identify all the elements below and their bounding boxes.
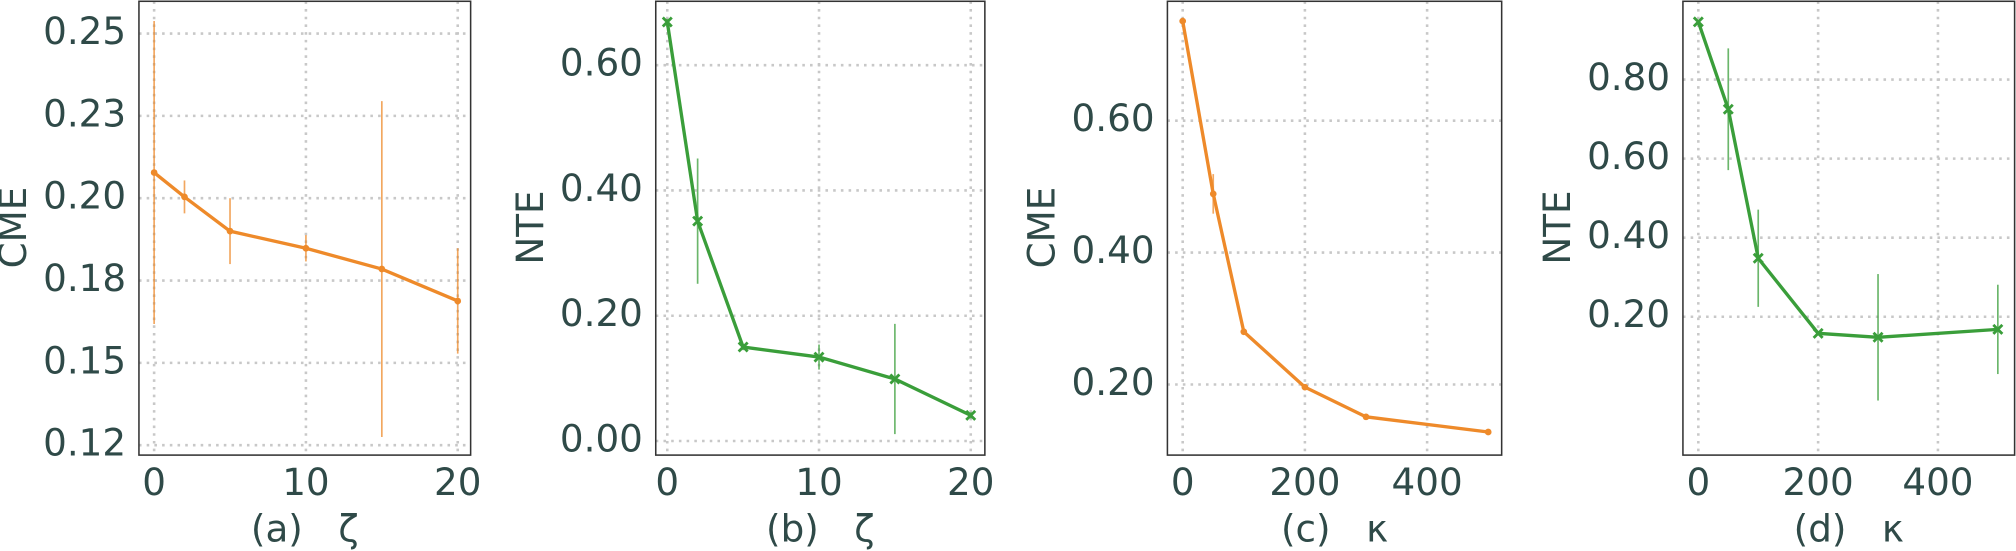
marker: [737, 341, 749, 353]
x-tick-label: 0: [655, 460, 679, 504]
marker: [1992, 323, 2004, 335]
data-line: [665, 21, 972, 417]
y-tick-label: 0.00: [560, 417, 643, 461]
y-tick-label: 0.12: [43, 421, 126, 465]
marker: [965, 409, 977, 421]
y-tick-label: 0.15: [43, 338, 126, 382]
y-tick-label: 0.80: [1587, 55, 1670, 99]
x-tick-label: 200: [1269, 460, 1340, 504]
x-tick-label: 0: [142, 460, 166, 504]
y-tick-label: 0.20: [1587, 292, 1670, 336]
y-tick-label: 0.60: [1587, 134, 1670, 178]
marker: [1722, 103, 1734, 115]
y-axis-label: NTE: [508, 190, 552, 264]
marker: [378, 265, 386, 273]
x-tick-label: 20: [434, 460, 481, 504]
marker: [1240, 328, 1248, 336]
marker: [1484, 428, 1492, 436]
y-axis-label: NTE: [1535, 190, 1579, 264]
y-tick-label: 0.20: [1072, 360, 1155, 404]
x-tick-label: 20: [947, 460, 994, 504]
x-tick-label: 0: [1686, 460, 1710, 504]
y-tick-label: 0.40: [1072, 228, 1155, 272]
y-tick-label: 0.23: [43, 91, 126, 135]
y-axis-label: CME: [1019, 187, 1063, 269]
x-axis-label: (d) κ: [1794, 506, 1904, 550]
marker: [889, 373, 901, 385]
y-tick-label: 0.60: [560, 41, 643, 85]
marker: [1179, 17, 1187, 25]
marker: [1692, 16, 1704, 28]
y-tick-label: 0.20: [560, 291, 643, 335]
marker: [692, 215, 704, 227]
marker: [1872, 331, 1884, 343]
x-tick-label: 400: [1902, 460, 1973, 504]
data-line: [1181, 20, 1489, 434]
marker: [150, 169, 158, 176]
y-tick-label: 0.40: [560, 166, 643, 210]
x-tick-label: 200: [1783, 460, 1854, 504]
marker: [181, 193, 188, 201]
plot-frame: [138, 0, 472, 456]
marker: [813, 351, 825, 363]
marker: [661, 16, 673, 28]
y-axis-label: CME: [0, 187, 35, 269]
plot-frame: [654, 0, 986, 456]
x-axis-label: (b) ζ: [766, 506, 875, 550]
y-tick-label: 0.25: [43, 9, 126, 53]
marker: [1209, 190, 1217, 198]
plot-frame: [1166, 0, 1503, 456]
marker: [1752, 252, 1764, 264]
marker: [302, 244, 310, 252]
marker: [226, 227, 234, 235]
x-tick-label: 400: [1392, 460, 1463, 504]
data-line: [1696, 21, 1998, 339]
y-tick-label: 0.60: [1072, 96, 1155, 140]
x-axis-label: (a) ζ: [251, 506, 359, 550]
y-tick-label: 0.20: [43, 174, 126, 218]
x-axis-label: (c) κ: [1281, 506, 1388, 550]
marker: [1812, 327, 1824, 339]
plot-frame: [1682, 0, 2016, 456]
marker: [454, 297, 462, 305]
marker: [1362, 413, 1370, 421]
y-tick-label: 0.18: [43, 256, 126, 300]
y-tick-label: 0.40: [1587, 213, 1670, 257]
x-tick-label: 0: [1171, 460, 1195, 504]
x-tick-label: 10: [795, 460, 842, 504]
data-line: [153, 171, 459, 303]
x-tick-label: 10: [282, 460, 329, 504]
marker: [1301, 383, 1309, 391]
